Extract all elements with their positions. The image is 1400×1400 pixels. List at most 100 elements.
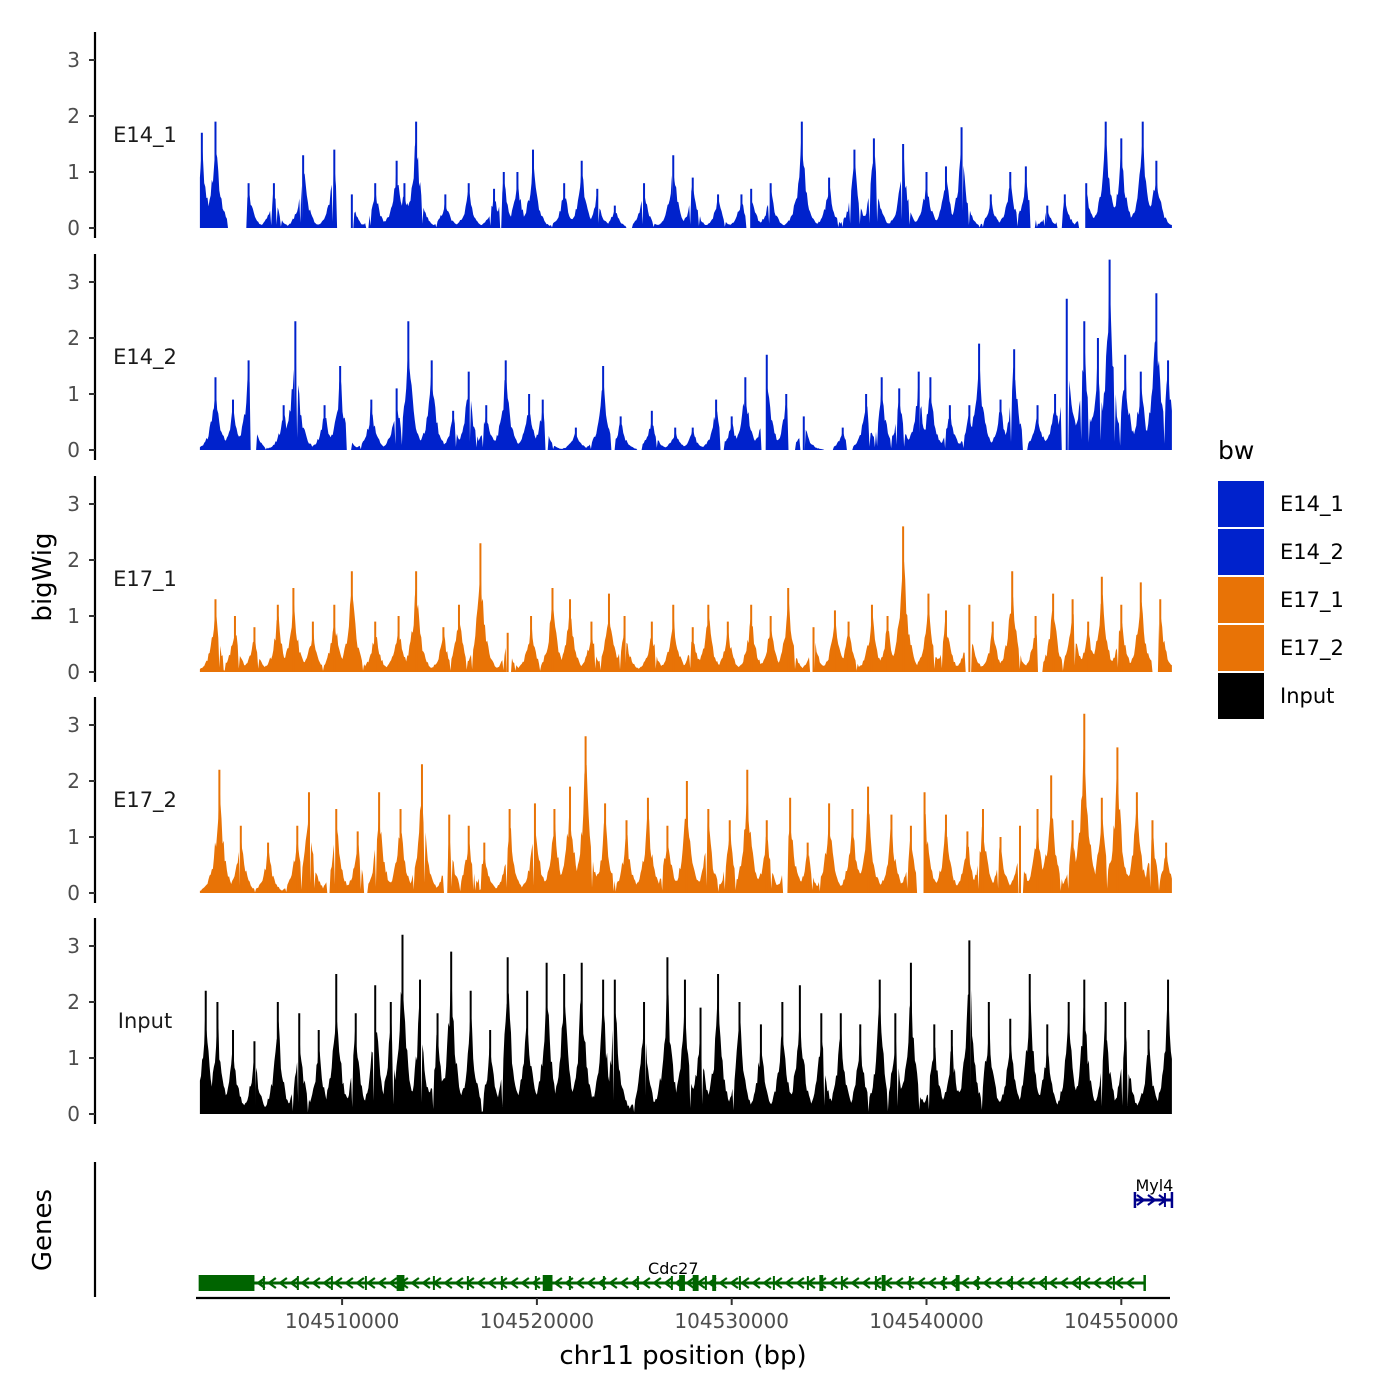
legend-swatch-E14_2 — [1218, 529, 1264, 575]
strand-arrow-Cdc27 — [509, 1277, 519, 1289]
x-tick-label-104540000: 104540000 — [869, 1309, 984, 1333]
strand-arrow-Cdc27 — [652, 1277, 662, 1289]
strand-arrow-Cdc27 — [586, 1277, 596, 1289]
x-tick-label-104510000: 104510000 — [285, 1309, 400, 1333]
strand-arrow-Cdc27 — [1070, 1277, 1080, 1289]
strand-arrow-Cdc27 — [828, 1277, 838, 1289]
gene-track: Cdc27 Myl4 — [93, 1162, 1173, 1297]
strand-arrow-Cdc27 — [1059, 1277, 1069, 1289]
coverage-area-E17_1 — [199, 553, 1172, 672]
strand-arrow-Cdc27 — [443, 1277, 453, 1289]
track-label-E17_2: E17_2 — [113, 788, 177, 813]
y-tick-label-E17_2-2: 2 — [67, 769, 80, 793]
y-tick-label-E17_1-0: 0 — [67, 660, 80, 684]
exon-Cdc27-5 — [712, 1275, 717, 1291]
legend-label-E14_2: E14_2 — [1280, 540, 1344, 565]
y-tick-label-E14_2-0: 0 — [67, 438, 80, 462]
exon-Cdc27-3 — [679, 1275, 685, 1291]
gene-label-Myl4: Myl4 — [1135, 1176, 1173, 1195]
y-tick-label-E17_2-0: 0 — [67, 881, 80, 905]
strand-arrow-Cdc27 — [300, 1277, 310, 1289]
legend-title: bw — [1218, 436, 1254, 465]
legend-label-E14_1: E14_1 — [1280, 492, 1344, 517]
strand-arrow-Cdc27 — [916, 1277, 926, 1289]
strand-arrow-Cdc27 — [630, 1277, 640, 1289]
y-tick-label-Input-1: 1 — [67, 1046, 80, 1070]
strand-arrow-Cdc27 — [1114, 1277, 1124, 1289]
track-label-E17_1: E17_1 — [113, 567, 177, 592]
strand-arrow-Cdc27 — [718, 1277, 728, 1289]
strand-arrow-Cdc27 — [1026, 1277, 1036, 1289]
track-E17_1: 0 1 2 3 E17_1 — [67, 476, 1172, 684]
exon-Cdc27-0 — [199, 1275, 255, 1291]
legend-swatch-Input — [1218, 673, 1264, 719]
strand-arrow-Cdc27 — [641, 1277, 651, 1289]
track-label-E14_2: E14_2 — [113, 345, 177, 370]
x-axis: 104510000 104520000 104530000 104540000 1045… — [196, 1296, 1179, 1333]
legend-label-E17_2: E17_2 — [1280, 636, 1344, 661]
strand-arrow-Cdc27 — [993, 1277, 1003, 1289]
strand-arrow-Cdc27 — [608, 1277, 618, 1289]
track-E14_1: 0 1 2 3 E14_1 — [67, 32, 1172, 240]
strand-arrow-Cdc27 — [410, 1277, 420, 1289]
strand-arrow-Cdc27 — [289, 1277, 299, 1289]
strand-arrow-Cdc27 — [553, 1277, 563, 1289]
y-tick-label-E17_1-3: 3 — [67, 492, 80, 516]
y-tick-label-E14_2-1: 1 — [67, 382, 80, 406]
strand-arrow-Cdc27 — [476, 1277, 486, 1289]
y-tick-label-Input-2: 2 — [67, 990, 80, 1014]
strand-arrow-Myl4 — [1147, 1194, 1157, 1206]
track-label-E14_1: E14_1 — [113, 123, 177, 148]
exon-Cdc27-8 — [955, 1275, 960, 1291]
strand-arrow-Cdc27 — [1081, 1277, 1091, 1289]
legend-swatch-E17_2 — [1218, 625, 1264, 671]
strand-arrow-Cdc27 — [322, 1277, 332, 1289]
strand-arrow-Cdc27 — [905, 1277, 915, 1289]
strand-arrow-Cdc27 — [927, 1277, 937, 1289]
gene-label-Cdc27: Cdc27 — [648, 1259, 698, 1278]
track-label-Input: Input — [118, 1009, 172, 1033]
x-tick-label-104530000: 104530000 — [674, 1309, 789, 1333]
legend-label-E17_1: E17_1 — [1280, 588, 1344, 613]
strand-arrow-Cdc27 — [377, 1277, 387, 1289]
strand-arrow-Cdc27 — [278, 1277, 288, 1289]
coverage-area-E14_1 — [199, 131, 1172, 228]
strand-arrow-Cdc27 — [619, 1277, 629, 1289]
y-tick-label-E17_2-1: 1 — [67, 825, 80, 849]
strand-arrow-Cdc27 — [685, 1277, 695, 1289]
x-tick-label-104520000: 104520000 — [480, 1309, 595, 1333]
strand-arrow-Cdc27 — [894, 1277, 904, 1289]
x-tick-label-104550000: 104550000 — [1064, 1309, 1179, 1333]
strand-arrow-Cdc27 — [872, 1277, 882, 1289]
strand-arrow-Cdc27 — [1048, 1277, 1058, 1289]
coverage-area-E14_2 — [199, 278, 1172, 450]
strand-arrow-Cdc27 — [267, 1277, 277, 1289]
y-tick-label-E14_1-0: 0 — [67, 216, 80, 240]
strand-arrow-Cdc27 — [817, 1277, 827, 1289]
strand-arrow-Cdc27 — [1015, 1277, 1025, 1289]
strand-arrow-Cdc27 — [960, 1277, 970, 1289]
y-tick-label-E14_1-1: 1 — [67, 160, 80, 184]
strand-arrow-Cdc27 — [487, 1277, 497, 1289]
exon-Cdc27-7 — [881, 1275, 886, 1291]
exon-Cdc27-6 — [819, 1275, 824, 1291]
gene-Myl4: Myl4 — [1133, 1176, 1173, 1208]
strand-arrow-Cdc27 — [861, 1277, 871, 1289]
legend-label-Input: Input — [1280, 684, 1334, 708]
strand-arrow-Cdc27 — [498, 1277, 508, 1289]
exon-Cdc27-2 — [542, 1275, 553, 1291]
strand-arrow-Cdc27 — [366, 1277, 376, 1289]
strand-arrow-Cdc27 — [256, 1277, 266, 1289]
y-tick-label-E14_2-2: 2 — [67, 326, 80, 350]
legend-swatch-E14_1 — [1218, 481, 1264, 527]
y-tick-label-E14_1-2: 2 — [67, 104, 80, 128]
track-E17_2: 0 1 2 3 E17_2 — [67, 697, 1172, 905]
gene-Cdc27: Cdc27 — [198, 1259, 1146, 1291]
strand-arrow-Cdc27 — [949, 1277, 959, 1289]
x-axis-title: chr11 position (bp) — [559, 1341, 806, 1371]
strand-arrow-Cdc27 — [751, 1277, 761, 1289]
exon-Cdc27-1 — [396, 1275, 405, 1291]
strand-arrow-Cdc27 — [795, 1277, 805, 1289]
strand-arrow-Cdc27 — [1125, 1277, 1135, 1289]
